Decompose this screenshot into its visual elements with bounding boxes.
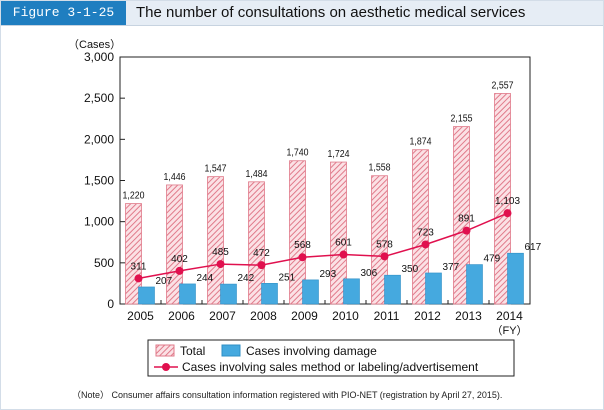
x-tick-label: 2012 bbox=[414, 309, 441, 323]
x-tick-label: 2010 bbox=[332, 309, 359, 323]
sales-method-point bbox=[134, 274, 143, 283]
damage-value-label: 306 bbox=[361, 268, 378, 279]
sales-method-point bbox=[503, 209, 512, 218]
sales-method-value-label: 311 bbox=[131, 261, 147, 272]
damage-bar bbox=[138, 286, 155, 305]
damage-bar bbox=[220, 283, 237, 305]
y-tick-label: 3,000 bbox=[84, 50, 114, 64]
sales-method-point bbox=[175, 266, 184, 275]
figure-title: The number of consultations on aesthetic… bbox=[136, 4, 526, 21]
sales-method-value-label: 1,103 bbox=[495, 196, 520, 207]
damage-bar bbox=[261, 283, 278, 305]
damage-bar bbox=[425, 272, 442, 305]
x-tick-label: 2011 bbox=[374, 309, 400, 323]
x-tick-label: 2014 bbox=[496, 309, 523, 323]
y-tick-label: 2,000 bbox=[84, 132, 114, 146]
damage-value-label: 479 bbox=[484, 254, 501, 265]
sales-method-value-label: 402 bbox=[171, 254, 188, 265]
total-value-label: 1,446 bbox=[164, 172, 186, 183]
total-value-label: 1,724 bbox=[328, 149, 350, 160]
damage-value-label: 207 bbox=[156, 276, 173, 287]
x-axis-unit: （FY） bbox=[491, 324, 527, 337]
total-value-label: 1,740 bbox=[287, 148, 309, 159]
sales-method-value-label: 723 bbox=[417, 227, 434, 238]
x-tick-label: 2008 bbox=[250, 309, 277, 323]
sales-method-value-label: 601 bbox=[335, 238, 352, 249]
damage-value-label: 244 bbox=[197, 273, 214, 284]
sales-method-point bbox=[339, 250, 348, 259]
y-tick-label: 500 bbox=[94, 256, 114, 270]
damage-value-label: 350 bbox=[402, 264, 419, 275]
legend-box bbox=[147, 339, 515, 377]
total-bar bbox=[494, 93, 511, 305]
footnote: （Note） Consumer affairs consultation inf… bbox=[72, 390, 503, 400]
sales-method-value-label: 568 bbox=[294, 240, 311, 251]
y-tick-label: 1,000 bbox=[84, 215, 114, 229]
legend-label-damage: Cases involving damage bbox=[246, 344, 377, 358]
legend-marker-sales bbox=[162, 363, 170, 371]
x-tick-label: 2009 bbox=[291, 309, 318, 323]
x-tick-label: 2007 bbox=[209, 309, 236, 323]
damage-value-label: 617 bbox=[525, 242, 542, 253]
legend-swatch-damage bbox=[221, 344, 241, 357]
damage-value-label: 242 bbox=[238, 273, 255, 284]
sales-method-value-label: 578 bbox=[376, 239, 393, 250]
sales-method-value-label: 472 bbox=[253, 248, 270, 259]
damage-bar bbox=[384, 274, 401, 305]
legend-swatch-total bbox=[155, 344, 175, 357]
total-value-label: 2,557 bbox=[492, 80, 514, 91]
damage-bar bbox=[302, 279, 319, 305]
sales-method-point bbox=[298, 253, 307, 262]
sales-method-line bbox=[138, 212, 508, 280]
sales-method-point bbox=[216, 260, 225, 269]
total-bar bbox=[207, 176, 224, 305]
sales-method-value-label: 891 bbox=[458, 214, 475, 225]
total-bar bbox=[248, 181, 265, 305]
legend-label-total: Total bbox=[180, 344, 205, 358]
sales-method-point bbox=[462, 226, 471, 235]
total-bar bbox=[371, 175, 388, 305]
damage-bar bbox=[507, 252, 524, 305]
sales-method-point bbox=[380, 252, 389, 261]
sales-method-point bbox=[257, 261, 266, 270]
total-bar bbox=[412, 149, 429, 305]
damage-bar bbox=[179, 283, 196, 305]
legend-label-sales: Cases involving sales method or labeling… bbox=[182, 360, 479, 374]
figure-header: Figure 3-1-25 The number of consultation… bbox=[1, 1, 603, 26]
y-tick-label: 2,500 bbox=[84, 91, 114, 105]
total-value-label: 1,558 bbox=[369, 163, 391, 174]
x-tick-label: 2006 bbox=[168, 309, 195, 323]
total-bar bbox=[453, 126, 470, 305]
y-tick-label: 1,500 bbox=[84, 174, 114, 188]
damage-value-label: 293 bbox=[320, 269, 337, 280]
total-value-label: 1,484 bbox=[246, 169, 268, 180]
x-tick-label: 2005 bbox=[127, 309, 154, 323]
damage-bar bbox=[343, 278, 360, 305]
total-value-label: 1,874 bbox=[410, 137, 432, 148]
y-axis-unit: （Cases） bbox=[68, 38, 121, 51]
damage-bar bbox=[466, 264, 483, 305]
y-tick-label: 0 bbox=[107, 297, 114, 311]
total-bar bbox=[330, 161, 347, 305]
total-value-label: 1,547 bbox=[205, 164, 227, 175]
sales-method-point bbox=[421, 240, 430, 249]
sales-method-value-label: 485 bbox=[212, 247, 229, 258]
total-value-label: 1,220 bbox=[123, 191, 145, 202]
x-tick-label: 2013 bbox=[455, 309, 482, 323]
damage-value-label: 377 bbox=[443, 262, 460, 273]
total-bar bbox=[289, 160, 306, 305]
figure-label: Figure 3-1-25 bbox=[1, 1, 126, 25]
damage-value-label: 251 bbox=[279, 272, 296, 283]
total-value-label: 2,155 bbox=[451, 114, 473, 125]
